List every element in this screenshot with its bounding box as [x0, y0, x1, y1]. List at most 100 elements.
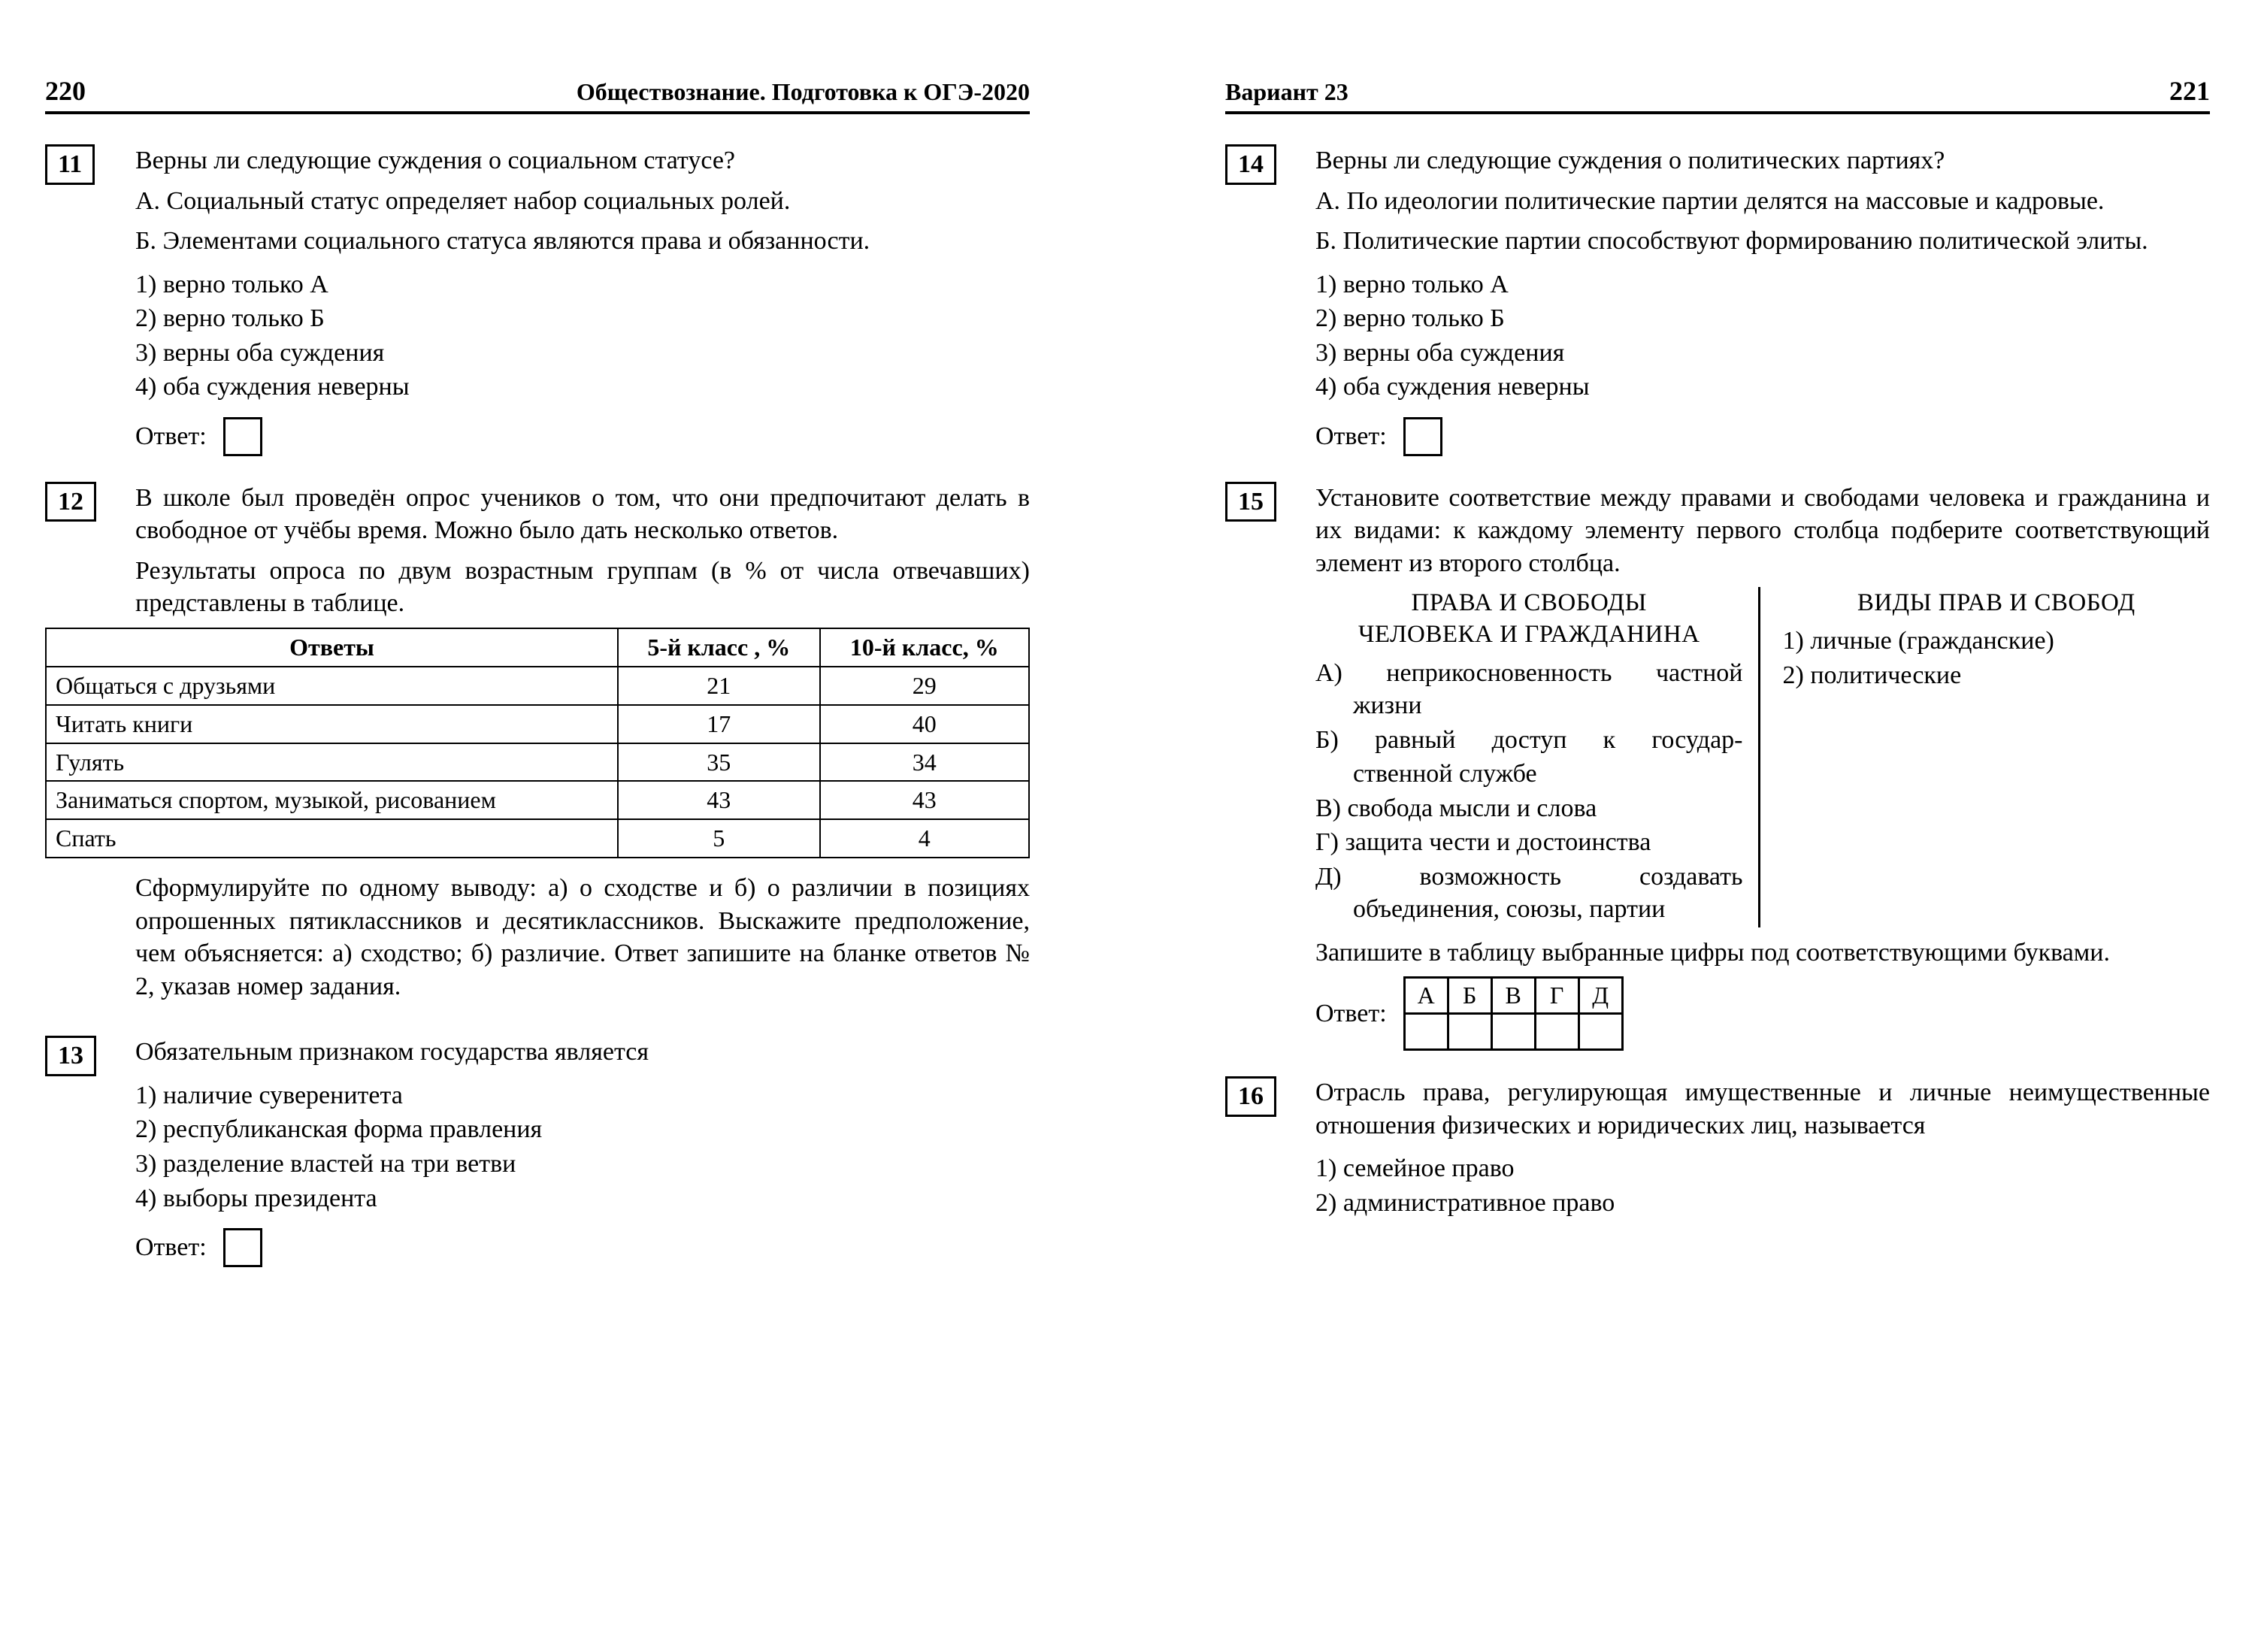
table-cell: Общаться с друзьями — [46, 667, 618, 705]
answer-cell[interactable] — [1535, 1014, 1578, 1050]
answer-options: 1) верно только А 2) верно только Б 3) в… — [1315, 268, 2210, 404]
match-item-a: А) неприкосновенность частной жизни — [1315, 657, 1743, 722]
option-2: 2) верно только Б — [1315, 302, 2210, 335]
table-cell: 43 — [820, 781, 1029, 819]
answer-row: Ответ: — [1315, 417, 2210, 456]
question-stem: Верны ли следующие суждения о политическ… — [1315, 144, 2210, 177]
page-220: 220 Обществознание. Подготовка к ОГЭ-202… — [0, 0, 1128, 1652]
table-row: Читать книги 17 40 — [46, 705, 1029, 743]
question-14: 14 Верны ли следующие суждения о политич… — [1225, 144, 2210, 456]
answer-label: Ответ: — [1315, 420, 1387, 453]
matching-right-column: ВИДЫ ПРАВ И СВОБОД 1) личные (граждански… — [1783, 587, 2211, 927]
answer-input-box[interactable] — [223, 417, 262, 456]
answer-input-box[interactable] — [1403, 417, 1442, 456]
option-2: 2) административное право — [1315, 1187, 2210, 1220]
answer-row: Ответ: А Б В Г Д — [1315, 976, 2210, 1051]
answer-head-b: Б — [1448, 978, 1491, 1014]
question-number-box: 13 — [45, 1036, 96, 1076]
answer-letter-table: А Б В Г Д — [1403, 976, 1624, 1051]
match-type-2: 2) политические — [1783, 659, 2211, 692]
option-1: 1) семейное право — [1315, 1152, 2210, 1185]
question-stem: Обязательным признаком государства являе… — [135, 1036, 1030, 1069]
answer-head-g: Г — [1535, 978, 1578, 1014]
matching-left-column: ПРАВА И СВОБОДЫ ЧЕЛОВЕКА И ГРАЖДАНИНА А)… — [1315, 587, 1760, 927]
page-number: 221 — [2169, 75, 2210, 107]
answer-cell[interactable] — [1491, 1014, 1535, 1050]
question-stem-2: Результаты опроса по двум возрастным гру… — [135, 555, 1030, 620]
page-number: 220 — [45, 75, 86, 107]
question-number-box: 16 — [1225, 1076, 1276, 1117]
table-cell: 40 — [820, 705, 1029, 743]
table-cell: Гулять — [46, 743, 618, 782]
table-header-class5: 5-й класс , % — [618, 628, 820, 667]
matching-left-header: ПРАВА И СВОБОДЫ ЧЕЛОВЕКА И ГРАЖДАНИНА — [1315, 587, 1743, 650]
question-stem: Верны ли следующие суждения о социальном… — [135, 144, 1030, 177]
answer-options: 1) наличие суверенитета 2) республиканск… — [135, 1079, 1030, 1215]
table-cell: Спать — [46, 819, 618, 858]
question-number-box: 15 — [1225, 482, 1276, 522]
question-tail: Запишите в таблицу выбранные цифры под с… — [1315, 936, 2210, 970]
table-header-answers: Ответы — [46, 628, 618, 667]
match-item-b-line1: Б) равный доступ к государ- — [1315, 724, 1743, 757]
option-4: 4) оба суждения неверны — [1315, 371, 2210, 404]
option-1: 1) верно только А — [135, 268, 1030, 301]
answer-input-box[interactable] — [223, 1228, 262, 1267]
answer-cell[interactable] — [1404, 1014, 1448, 1050]
statement-b: Б. Элементами социального статуса являют… — [135, 225, 1030, 258]
statement-b: Б. Политические партии способствуют форм… — [1315, 225, 2210, 258]
answer-label: Ответ: — [135, 1231, 207, 1264]
table-cell: 34 — [820, 743, 1029, 782]
table-cell: 43 — [618, 781, 820, 819]
table-cell: 21 — [618, 667, 820, 705]
answer-head-d: Д — [1578, 978, 1622, 1014]
answer-row: Ответ: — [135, 1228, 1030, 1267]
question-stem: Установите соответствие между правами и … — [1315, 482, 2210, 580]
option-1: 1) верно только А — [1315, 268, 2210, 301]
table-row: Общаться с друзьями 21 29 — [46, 667, 1029, 705]
option-2: 2) верно только Б — [135, 302, 1030, 335]
match-item-b-line2: ственной службе — [1315, 758, 1743, 791]
answer-cell[interactable] — [1578, 1014, 1622, 1050]
running-head-right: Вариант 23 221 — [1225, 75, 2210, 114]
question-15: 15 Установите соответствие между правами… — [1225, 482, 2210, 1051]
question-number-box: 11 — [45, 144, 95, 185]
survey-table: Ответы 5-й класс , % 10-й класс, % Общат… — [45, 628, 1030, 859]
statement-a: А. По идеологии политические партии деля… — [1315, 185, 2210, 218]
option-4: 4) оба суждения неверны — [135, 371, 1030, 404]
option-3: 3) верны оба суждения — [135, 337, 1030, 370]
table-row: Спать 5 4 — [46, 819, 1029, 858]
match-item-d: Д) возможность создавать объединения, со… — [1315, 861, 1743, 926]
question-stem: Отрасль права, регулирующая имущественны… — [1315, 1076, 2210, 1142]
running-head-left: 220 Обществознание. Подготовка к ОГЭ-202… — [45, 75, 1030, 114]
table-cell: 4 — [820, 819, 1029, 858]
answer-options: 1) верно только А 2) верно только Б 3) в… — [135, 268, 1030, 404]
answer-head-v: В — [1491, 978, 1535, 1014]
statement-a: А. Социальный статус определяет набор со… — [135, 185, 1030, 218]
option-3: 3) верны оба суждения — [1315, 337, 2210, 370]
answer-row: Ответ: — [135, 417, 1030, 456]
table-row: Гулять 35 34 — [46, 743, 1029, 782]
question-11: 11 Верны ли следующие суждения о социаль… — [45, 144, 1030, 456]
book-title: Обществознание. Подготовка к ОГЭ-2020 — [577, 78, 1030, 106]
matching-columns: ПРАВА И СВОБОДЫ ЧЕЛОВЕКА И ГРАЖДАНИНА А)… — [1315, 587, 2210, 927]
page-221: Вариант 23 221 14 Верны ли следующие суж… — [1128, 0, 2255, 1652]
table-cell: Заниматься спортом, музыкой, рисованием — [46, 781, 618, 819]
question-tail: Сформулируйте по одному выводу: а) о схо… — [135, 872, 1030, 1003]
matching-right-header: ВИДЫ ПРАВ И СВОБОД — [1783, 587, 2211, 619]
answer-label: Ответ: — [135, 420, 207, 453]
answer-label: Ответ: — [1315, 997, 1387, 1030]
match-type-1: 1) личные (гражданские) — [1783, 625, 2211, 658]
option-4: 4) выборы президента — [135, 1182, 1030, 1215]
variant-title: Вариант 23 — [1225, 78, 1348, 106]
option-3: 3) разделение властей на три ветви — [135, 1148, 1030, 1181]
table-cell: 35 — [618, 743, 820, 782]
table-cell: 5 — [618, 819, 820, 858]
question-number-box: 14 — [1225, 144, 1276, 185]
table-cell: 29 — [820, 667, 1029, 705]
answer-cell[interactable] — [1448, 1014, 1491, 1050]
question-number-box: 12 — [45, 482, 96, 522]
table-header-class10: 10-й класс, % — [820, 628, 1029, 667]
question-12: 12 В школе был проведён опрос учеников о… — [45, 482, 1030, 1011]
match-item-v: В) свобода мысли и слова — [1315, 792, 1743, 825]
answer-head-a: А — [1404, 978, 1448, 1014]
